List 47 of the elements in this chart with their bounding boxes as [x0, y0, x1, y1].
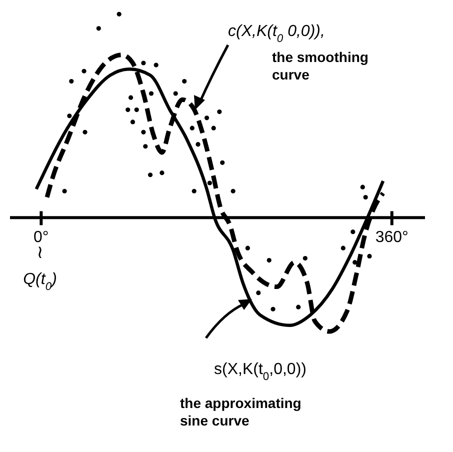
point [204, 116, 210, 120]
point [148, 172, 153, 178]
annotation: the smoothing curve [272, 49, 368, 82]
point [363, 194, 368, 200]
point [190, 126, 194, 130]
point [116, 12, 122, 16]
point [270, 306, 276, 312]
point [220, 160, 225, 165]
point [134, 107, 139, 112]
point [207, 180, 212, 186]
point [296, 304, 301, 310]
point [141, 130, 146, 134]
point [256, 290, 261, 296]
point [245, 246, 250, 250]
point [130, 120, 136, 124]
text: c(X,K(t$_{0}$ 0,0)), [228, 23, 325, 45]
point [340, 246, 346, 250]
point [173, 91, 178, 96]
point [141, 60, 146, 66]
point [350, 230, 356, 234]
point [82, 130, 88, 134]
point [211, 126, 216, 130]
point [62, 188, 67, 194]
point [192, 188, 196, 194]
point [67, 114, 72, 118]
point [82, 68, 86, 74]
text: s(X,K(t$_{0}$,0,0)) [214, 361, 306, 383]
x-tick-label: 360° [375, 229, 408, 246]
point [367, 254, 372, 259]
point [196, 142, 200, 147]
point [154, 62, 158, 68]
point [182, 78, 187, 84]
point [352, 260, 358, 265]
point [126, 107, 130, 112]
point [360, 184, 365, 190]
annotation: Q(t$_{0}$) [23, 271, 57, 293]
point [230, 188, 236, 194]
point [160, 170, 164, 176]
point [148, 91, 154, 96]
point [266, 258, 272, 263]
point [217, 110, 222, 114]
point [143, 144, 148, 149]
point [96, 26, 101, 31]
point [128, 95, 134, 100]
point [69, 78, 74, 84]
text: the approximating sine curve [180, 395, 302, 428]
point [302, 256, 308, 261]
